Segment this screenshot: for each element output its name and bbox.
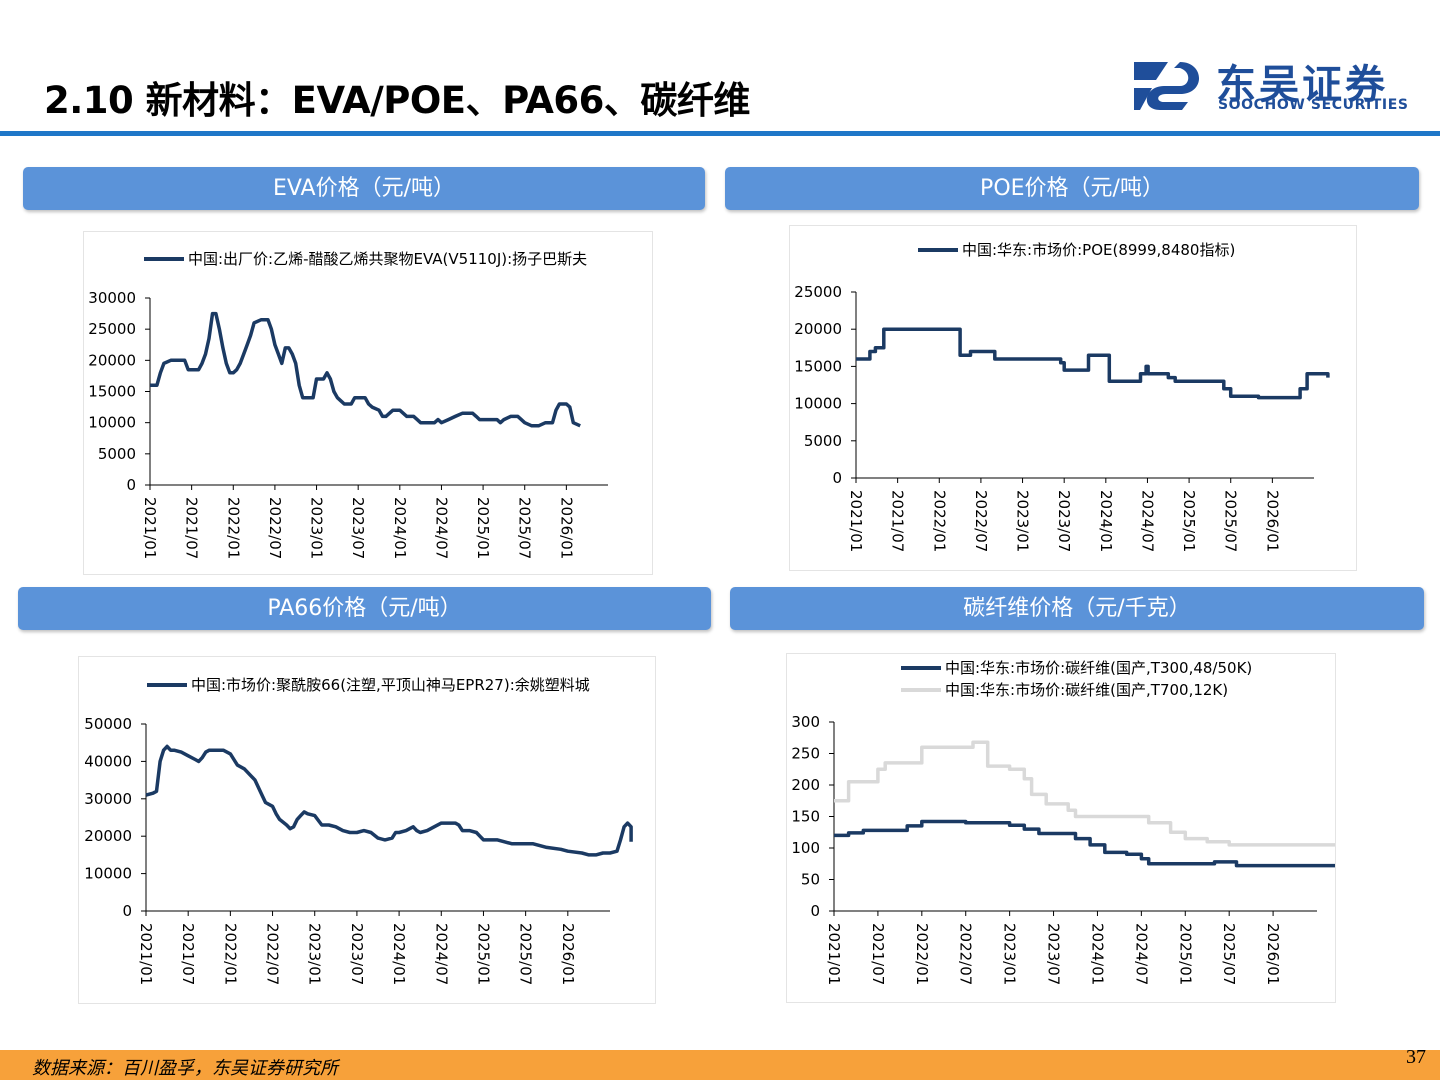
x-tick-label: 2025/01 xyxy=(474,497,492,559)
x-tick-label: 2022/01 xyxy=(224,497,242,559)
x-tick-label: 2021/07 xyxy=(183,497,201,559)
x-tick-label: 2023/01 xyxy=(308,497,326,559)
carbon-fiber-panel-header: 碳纤维价格（元/千克） xyxy=(730,587,1424,630)
y-tick-label: 0 xyxy=(122,902,132,920)
x-tick-label: 2024/01 xyxy=(390,923,408,985)
y-tick-label: 10000 xyxy=(794,395,842,413)
slide-title: 2.10 新材料：EVA/POE、PA66、碳纤维 xyxy=(44,79,750,122)
x-tick-label: 2024/07 xyxy=(1138,490,1156,552)
x-tick-label: 2025/01 xyxy=(1180,490,1198,552)
header-rule xyxy=(0,131,1440,136)
y-tick-label: 5000 xyxy=(98,445,136,463)
legend-label: 中国:华东:市场价:碳纤维(国产,T300,48/50K) xyxy=(945,659,1252,677)
y-tick-label: 0 xyxy=(832,469,842,487)
x-tick-label: 2024/07 xyxy=(432,923,450,985)
logo-chinese-text: 东吴证券 xyxy=(1216,62,1388,108)
x-tick-label: 2023/07 xyxy=(348,923,366,985)
x-tick-label: 2021/01 xyxy=(825,923,843,985)
pa66-panel-header: PA66价格（元/吨） xyxy=(18,587,711,630)
y-tick-label: 20000 xyxy=(84,827,132,845)
y-tick-label: 25000 xyxy=(794,283,842,301)
series-line xyxy=(834,740,1335,847)
x-tick-label: 2025/07 xyxy=(516,497,534,559)
company-logo: 东吴证券 SOOCHOW SECURITIES xyxy=(1130,52,1410,122)
legend-label: 中国:出厂价:乙烯-醋酸乙烯共聚物EVA(V5110J):扬子巴斯夫 xyxy=(188,250,587,268)
series-line xyxy=(145,744,633,857)
soochow-logo-icon xyxy=(1134,62,1200,110)
eva-panel-header: EVA价格（元/吨） xyxy=(23,167,705,210)
x-tick-label: 2024/01 xyxy=(391,497,409,559)
x-tick-label: 2022/01 xyxy=(930,490,948,552)
x-tick-label: 2024/07 xyxy=(432,497,450,559)
pa66-chart: 中国:市场价:聚酰胺66(注塑,平顶山神马EPR27):余姚塑料城 0 10000 2… xyxy=(78,656,656,1004)
y-tick-label: 200 xyxy=(791,776,820,794)
series-line xyxy=(856,327,1330,400)
poe-panel-header: POE价格（元/吨） xyxy=(725,167,1419,210)
x-tick-label: 2021/01 xyxy=(137,923,155,985)
x-tick-label: 2022/01 xyxy=(913,923,931,985)
x-tick-label: 2021/07 xyxy=(889,490,907,552)
carbon-fiber-chart: 中国:华东:市场价:碳纤维(国产,T300,48/50K) 中国:华东:市场价:碳… xyxy=(786,653,1336,1003)
x-tick-label: 2022/07 xyxy=(957,923,975,985)
y-tick-label: 30000 xyxy=(88,289,136,307)
y-tick-label: 40000 xyxy=(84,752,132,770)
y-tick-label: 10000 xyxy=(84,865,132,883)
x-tick-label: 2023/07 xyxy=(1055,490,1073,552)
y-tick-label: 20000 xyxy=(88,351,136,369)
x-tick-label: 2024/01 xyxy=(1088,923,1106,985)
y-tick-label: 30000 xyxy=(84,790,132,808)
x-tick-label: 2024/01 xyxy=(1097,490,1115,552)
x-tick-label: 2021/01 xyxy=(847,490,865,552)
x-tick-label: 2026/01 xyxy=(1264,923,1282,985)
y-tick-label: 0 xyxy=(126,476,136,494)
eva-chart: 中国:出厂价:乙烯-醋酸乙烯共聚物EVA(V5110J):扬子巴斯夫 0 5000 1… xyxy=(83,231,653,575)
y-tick-label: 15000 xyxy=(794,357,842,375)
y-tick-label: 10000 xyxy=(88,414,136,432)
x-tick-label: 2025/07 xyxy=(1222,490,1240,552)
series-line xyxy=(834,819,1335,868)
x-tick-label: 2026/01 xyxy=(557,497,575,559)
y-tick-label: 20000 xyxy=(794,320,842,338)
footer-bar: 数据来源：百川盈孚，东吴证券研究所 xyxy=(0,1050,1440,1080)
x-tick-label: 2026/01 xyxy=(1263,490,1281,552)
x-tick-label: 2023/01 xyxy=(306,923,324,985)
x-tick-label: 2023/01 xyxy=(1001,923,1019,985)
x-tick-label: 2024/07 xyxy=(1132,923,1150,985)
y-tick-label: 50000 xyxy=(84,715,132,733)
poe-chart: 中国:华东:市场价:POE(8999,8480指标) 0 5000 10000 1500… xyxy=(789,225,1357,571)
logo-english-text: SOOCHOW SECURITIES xyxy=(1218,97,1409,113)
y-tick-label: 100 xyxy=(791,839,820,857)
x-tick-label: 2025/01 xyxy=(1176,923,1194,985)
legend-label: 中国:华东:市场价:POE(8999,8480指标) xyxy=(962,241,1235,259)
y-tick-label: 15000 xyxy=(88,383,136,401)
x-tick-label: 2025/01 xyxy=(474,923,492,985)
x-tick-label: 2023/07 xyxy=(1045,923,1063,985)
y-tick-label: 25000 xyxy=(88,320,136,338)
series-line xyxy=(150,311,581,428)
legend-label: 中国:华东:市场价:碳纤维(国产,T700,12K) xyxy=(945,681,1228,699)
y-tick-label: 250 xyxy=(791,745,820,763)
x-tick-label: 2026/01 xyxy=(559,923,577,985)
x-tick-label: 2021/01 xyxy=(141,497,159,559)
y-tick-label: 5000 xyxy=(804,432,842,450)
y-tick-label: 0 xyxy=(810,902,820,920)
x-tick-label: 2025/07 xyxy=(1220,923,1238,985)
x-tick-label: 2023/01 xyxy=(1014,490,1032,552)
x-tick-label: 2022/07 xyxy=(972,490,990,552)
legend-label: 中国:市场价:聚酰胺66(注塑,平顶山神马EPR27):余姚塑料城 xyxy=(191,676,590,694)
x-tick-label: 2022/07 xyxy=(264,923,282,985)
y-tick-label: 150 xyxy=(791,808,820,826)
data-source-note: 数据来源：百川盈孚，东吴证券研究所 xyxy=(32,1058,338,1079)
y-tick-label: 300 xyxy=(791,713,820,731)
x-tick-label: 2022/07 xyxy=(266,497,284,559)
x-tick-label: 2021/07 xyxy=(869,923,887,985)
y-tick-label: 50 xyxy=(801,871,820,889)
x-tick-label: 2023/07 xyxy=(349,497,367,559)
x-tick-label: 2025/07 xyxy=(517,923,535,985)
page-number: 37 xyxy=(1406,1046,1426,1068)
x-tick-label: 2022/01 xyxy=(221,923,239,985)
x-tick-label: 2021/07 xyxy=(179,923,197,985)
